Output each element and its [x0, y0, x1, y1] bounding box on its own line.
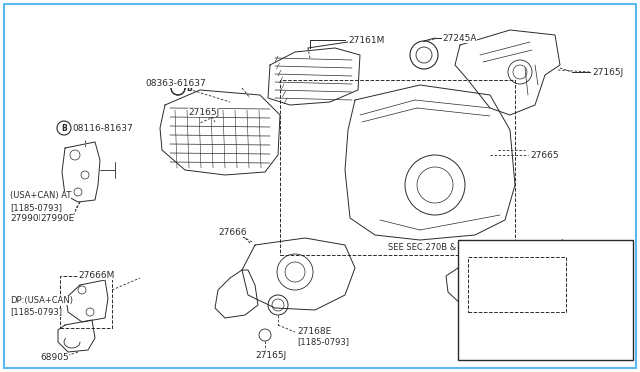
Text: B: B	[61, 124, 67, 132]
Text: [0793-      ]: [0793- ]	[462, 240, 509, 248]
Text: (USA+CAN) AT: (USA+CAN) AT	[10, 190, 72, 199]
Text: 27165J: 27165J	[592, 67, 623, 77]
Text: 68905: 68905	[40, 353, 68, 362]
Bar	[458, 240, 633, 360]
Text: 27665: 27665	[530, 151, 559, 160]
Text: AP73 100 0: AP73 100 0	[500, 352, 544, 360]
Text: 27161M: 27161M	[348, 35, 385, 45]
Text: 27165J: 27165J	[188, 108, 220, 116]
Text: 08116-81637: 08116-81637	[72, 124, 132, 132]
Text: [1185-0793]: [1185-0793]	[10, 308, 62, 317]
Text: 27171: 27171	[482, 321, 511, 330]
Text: 08363-61637: 08363-61637	[145, 78, 205, 87]
Text: DP:(USA+CAN): DP:(USA+CAN)	[10, 295, 73, 305]
Text: 27666M: 27666M	[78, 270, 115, 279]
Text: SEE SEC.270B & 271B: SEE SEC.270B & 271B	[388, 244, 481, 253]
Text: 27666: 27666	[218, 228, 246, 237]
Bar	[60, 276, 112, 328]
Text: 27172A: 27172A	[570, 278, 605, 286]
Text: [1185-0793]: [1185-0793]	[297, 337, 349, 346]
Text: [1185-0793]: [1185-0793]	[10, 203, 62, 212]
Text: B: B	[186, 83, 192, 93]
Text: 27990E: 27990E	[10, 214, 44, 222]
Text: J: J	[560, 240, 563, 248]
Text: 27165J: 27165J	[255, 350, 286, 359]
Bar	[280, 80, 515, 255]
Text: 27245A: 27245A	[442, 33, 477, 42]
Text: 27168E: 27168E	[297, 327, 332, 337]
Bar	[468, 257, 566, 312]
Text: 27671M: 27671M	[537, 273, 573, 282]
Text: 27990E: 27990E	[40, 214, 74, 222]
